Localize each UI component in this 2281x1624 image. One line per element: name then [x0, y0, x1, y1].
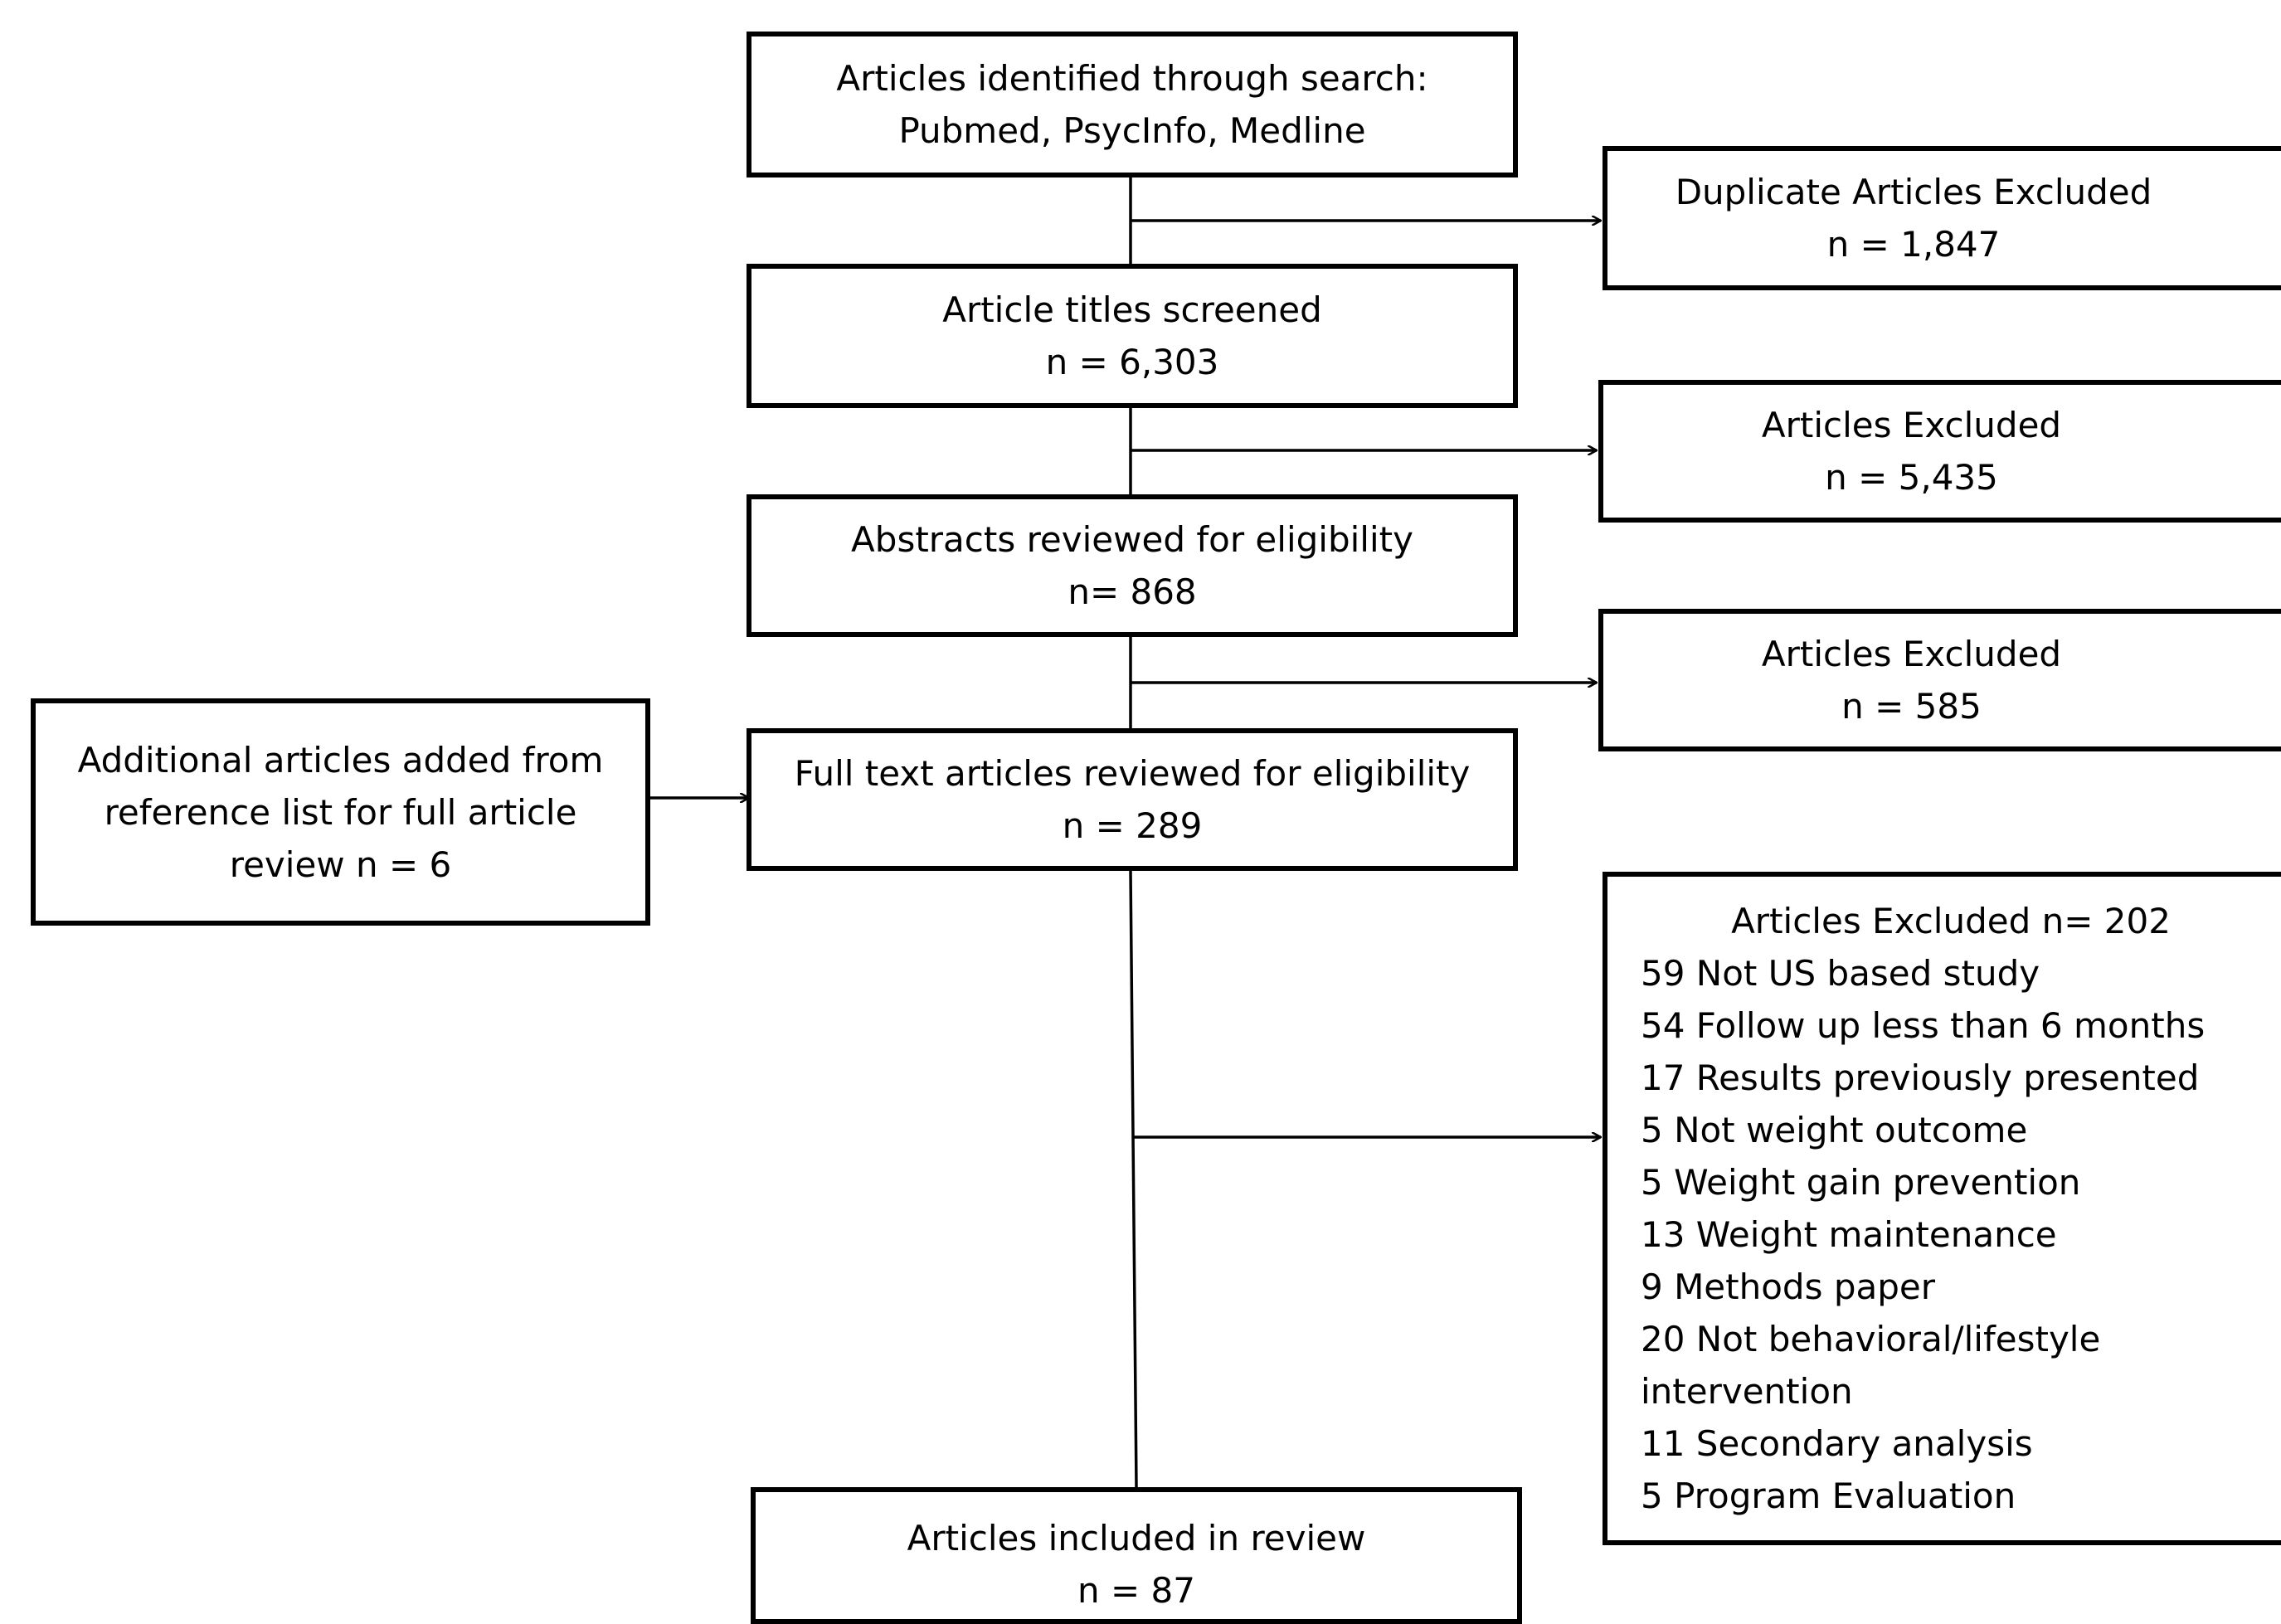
exclusion-reason-item: 59 Not US based study: [1641, 953, 2040, 994]
exclusion-reason-item: 11 Secondary analysis: [1641, 1423, 2033, 1464]
titles-screened-count: n = 6,303: [1045, 342, 1219, 382]
abstracts-excluded-label: Articles Excluded: [1761, 634, 2062, 674]
exclusion-reason-item: 9 Methods paper: [1641, 1267, 1935, 1307]
titles-excluded-label: Articles Excluded: [1761, 405, 2062, 445]
duplicates-excluded-box: Duplicate Articles Excluded n = 1,847: [1603, 146, 2281, 290]
titles-excluded-box: Articles Excluded n = 5,435: [1598, 380, 2281, 523]
exclusion-reason-item: 54 Follow up less than 6 months: [1641, 1005, 2206, 1046]
full-text-reviewed-count: n = 289: [1062, 805, 1203, 846]
exclusion-reason-item: intervention: [1641, 1371, 1853, 1412]
full-text-reviewed-line1: Full text articles reviewed for eligibil…: [794, 753, 1471, 794]
identified-box: Articles identified through search: Pubm…: [747, 32, 1518, 177]
exclusion-reason-item: 5 Not weight outcome: [1641, 1110, 2028, 1150]
titles-screened-line1: Article titles screened: [942, 289, 1322, 330]
identified-line2: Pubmed, PsycInfo, Medline: [898, 110, 1366, 151]
exclusion-reason-item: 5 Weight gain prevention: [1641, 1162, 2081, 1203]
exclusion-reason-item: 5 Program Evaluation: [1641, 1476, 2016, 1516]
abstracts-reviewed-box: Abstracts reviewed for eligibility n= 86…: [747, 494, 1518, 637]
exclusion-reason-item: 13 Weight maintenance: [1641, 1214, 2057, 1255]
full-text-excluded-title: Articles Excluded n= 202: [1731, 901, 2171, 941]
identified-line1: Articles identified through search:: [836, 58, 1428, 99]
abstracts-reviewed-count: n= 868: [1068, 571, 1197, 612]
included-line1: Articles included in review: [907, 1518, 1366, 1558]
additional-articles-box: Additional articles added from reference…: [31, 698, 650, 926]
titles-excluded-count: n = 5,435: [1825, 457, 1998, 498]
exclusion-reason-item: 17 Results previously presented: [1641, 1058, 2200, 1098]
abstracts-excluded-count: n = 585: [1841, 686, 1982, 727]
additional-line3: review n = 6: [229, 844, 452, 885]
duplicates-excluded-count: n = 1,847: [1826, 224, 2001, 265]
included-count: n = 87: [1077, 1570, 1195, 1611]
included-box: Articles included in review n = 87: [751, 1487, 1522, 1624]
exclusion-reason-item: 20 Not behavioral/lifestyle: [1641, 1319, 2101, 1359]
additional-line2: reference list for full article: [104, 791, 577, 833]
additional-line1: Additional articles added from: [77, 739, 604, 780]
spine-fulltext-to-included: [1129, 870, 1138, 1488]
full-text-excluded-box: Articles Excluded n= 202 59 Not US based…: [1603, 872, 2281, 1545]
titles-screened-box: Article titles screened n = 6,303: [747, 264, 1518, 408]
abstracts-excluded-box: Articles Excluded n = 585: [1598, 609, 2281, 751]
full-text-reviewed-box: Full text articles reviewed for eligibil…: [747, 728, 1518, 871]
abstracts-reviewed-line1: Abstracts reviewed for eligibility: [851, 519, 1413, 560]
duplicates-excluded-label: Duplicate Articles Excluded: [1675, 172, 2152, 212]
